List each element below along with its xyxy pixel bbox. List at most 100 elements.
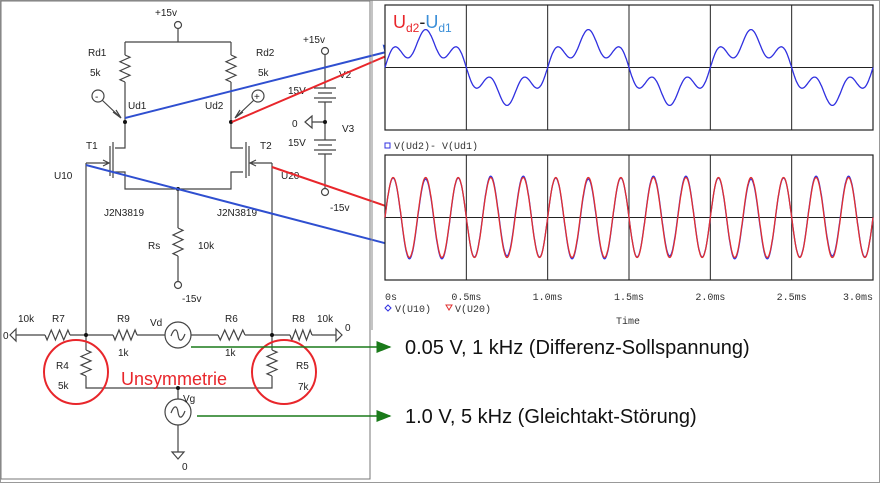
- sine-icon: [170, 406, 186, 418]
- r5-highlight-circle: [251, 339, 317, 405]
- v3-supply-label: -15v: [330, 203, 349, 214]
- battery-gnd-label: 0: [292, 119, 298, 130]
- legend-top: V(Ud2)- V(Ud1): [384, 141, 478, 153]
- x-tick-label: 3.0ms: [843, 293, 873, 304]
- node: [270, 333, 274, 337]
- node: [123, 120, 127, 124]
- legend-bottom: V(U10) V(U20): [384, 304, 491, 316]
- resistor-icon: [224, 54, 238, 83]
- r4-highlight-circle: [43, 339, 109, 405]
- r7-name: R7: [52, 314, 65, 325]
- rd1-name: Rd1: [88, 48, 107, 59]
- pointer-ud1: [124, 44, 404, 119]
- x-tick-label: 1.0ms: [533, 293, 563, 304]
- supply-pos-label: +15v: [155, 8, 177, 19]
- terminal: [320, 46, 330, 56]
- resistor-icon: [118, 54, 132, 83]
- resistor-icon: [217, 328, 246, 342]
- x-tick-label: 2.0ms: [695, 293, 725, 304]
- node: [84, 333, 88, 337]
- diff-title: Ud2-Ud1: [393, 12, 452, 35]
- x-tick-label: 1.5ms: [614, 293, 644, 304]
- vg-label: Vg: [183, 394, 195, 405]
- gnd-bottom-label: 0: [182, 462, 188, 473]
- resistor-icon: [79, 349, 93, 377]
- x-tick-labels: 0s 0.5ms 1.0ms 1.5ms 2.0ms 2.5ms 3.0ms: [385, 293, 873, 304]
- vg-source-icon: [164, 398, 192, 426]
- r5-name: R5: [296, 361, 309, 372]
- x-axis-label: Time: [616, 316, 640, 328]
- ud2-label: Ud2: [205, 101, 224, 112]
- x-tick-label: 2.5ms: [777, 293, 807, 304]
- series-vud2-minus-vud1: [384, 28, 874, 107]
- ground-symbols: [9, 327, 343, 460]
- t1-label: T1: [86, 141, 98, 152]
- terminal: [173, 280, 183, 290]
- asymmetry-label: Unsymmetrie: [121, 369, 227, 389]
- terminal: [320, 187, 330, 197]
- legend-marker-triangle: [445, 304, 453, 311]
- vd-source-icon: [164, 321, 192, 349]
- v2-value: 15V: [288, 86, 306, 97]
- gnd-right-label: 0: [345, 323, 351, 334]
- rd1-value: 5k: [90, 68, 102, 79]
- probe-minus-sign: -: [95, 92, 98, 103]
- node: [323, 120, 327, 124]
- t1-model: J2N3819: [104, 208, 144, 219]
- probe-arrow: [234, 99, 255, 119]
- wires-bottom: [16, 163, 336, 452]
- vd-label: Vd: [150, 318, 162, 329]
- t2-label: T2: [260, 141, 272, 152]
- diff-voltage-plot: [384, 4, 874, 131]
- jfet-pair: [86, 142, 272, 190]
- legend-u20: V(U20): [455, 304, 491, 316]
- schematic: +15v Rd1 5k Rd2 5k Ud1 Ud2 - + T1 T2 U10…: [3, 8, 355, 473]
- node: [176, 386, 180, 390]
- series-v-u20: [384, 176, 874, 259]
- legend-marker-square: [384, 142, 391, 149]
- x-tick-label: 0.5ms: [451, 293, 481, 304]
- resistor-icon: [265, 349, 279, 377]
- r6-name: R6: [225, 314, 238, 325]
- legend-diff: V(Ud2)- V(Ud1): [394, 141, 478, 153]
- rs-value: 10k: [198, 241, 215, 252]
- r6-value: 1k: [225, 348, 237, 359]
- wires-top: [115, 28, 243, 149]
- probe-plus-icon: [251, 89, 265, 103]
- x-tick-label: 0s: [385, 293, 397, 304]
- battery-stack: [304, 55, 336, 188]
- legend-u10: V(U10): [395, 304, 431, 316]
- vd-annotation: 0.05 V, 1 kHz (Differenz-Sollspannung): [405, 337, 750, 359]
- r5-value: 7k: [298, 382, 310, 393]
- r9-value: 1k: [118, 348, 130, 359]
- probe-minus-icon: [91, 89, 105, 103]
- rd2-name: Rd2: [256, 48, 275, 59]
- diff-title-u1: U: [393, 12, 406, 32]
- r8-value: 10k: [317, 314, 334, 325]
- resistor-icon: [289, 328, 313, 342]
- pointer-u10: [85, 164, 436, 260]
- r4-name: R4: [56, 361, 69, 372]
- r4-value: 5k: [58, 381, 70, 392]
- u10-label: U10: [54, 171, 73, 182]
- diff-title-dash: -: [419, 12, 425, 32]
- diff-title-sub1: d2: [406, 21, 420, 35]
- terminal: [173, 20, 183, 30]
- supply-neg-label: -15v: [182, 294, 201, 305]
- probe-arrow: [101, 99, 122, 119]
- r9-name: R9: [117, 314, 130, 325]
- vg-annotation: 1.0 V, 5 kHz (Gleichtakt-Störung): [405, 406, 697, 428]
- diff-title-sub2: d1: [438, 21, 452, 35]
- t2-model: J2N3819: [217, 208, 257, 219]
- u20-label: U20: [281, 171, 300, 182]
- v3-name: V3: [342, 124, 355, 135]
- schematic-frame: [0, 0, 371, 480]
- gate-voltage-plot: [384, 154, 874, 281]
- probe-plus-sign: +: [254, 92, 260, 103]
- resistor-icon: [171, 227, 185, 257]
- sine-icon: [170, 329, 186, 341]
- r8-name: R8: [292, 314, 305, 325]
- ud1-label: Ud1: [128, 101, 147, 112]
- resistor-icon: [112, 328, 138, 342]
